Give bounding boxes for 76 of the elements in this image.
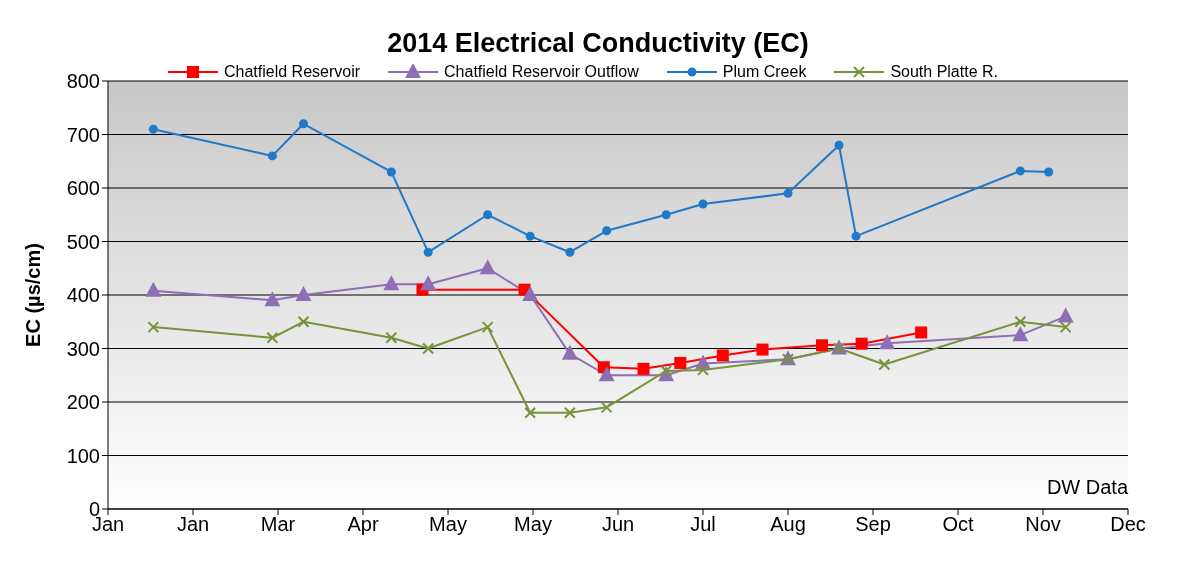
point	[147, 321, 160, 334]
point	[383, 275, 400, 291]
y-tick-label: 600	[66, 177, 100, 200]
point	[563, 406, 576, 419]
point	[697, 363, 709, 376]
x-tick-label: Jan	[176, 513, 210, 536]
point	[716, 349, 729, 362]
x-tick-label: Nov	[1025, 513, 1061, 536]
point	[297, 315, 310, 328]
point	[637, 362, 650, 375]
y-tick-label: 400	[66, 284, 100, 307]
point	[565, 247, 575, 257]
point	[481, 321, 494, 334]
y-tick-label: 800	[66, 70, 100, 93]
y-tick-label: 700	[66, 123, 100, 146]
point	[148, 124, 158, 134]
point	[879, 334, 896, 350]
point	[420, 275, 437, 291]
point	[385, 331, 398, 344]
point	[522, 286, 539, 301]
point	[600, 401, 613, 414]
legend-label: South Platte R.	[889, 63, 998, 81]
point	[1015, 166, 1025, 176]
point	[1014, 315, 1027, 328]
y-tick-label: 100	[66, 444, 100, 467]
x-tick-label: Dec	[1110, 513, 1146, 536]
point	[816, 339, 828, 352]
annotation: DW Data	[1046, 476, 1128, 499]
point	[267, 151, 277, 161]
point	[299, 119, 308, 129]
chart-title: 2014 Electrical Conductivity (EC)	[386, 27, 810, 59]
x-tick-label: Mar	[260, 513, 296, 536]
point	[264, 291, 281, 307]
point	[851, 231, 861, 241]
point	[915, 326, 928, 339]
point	[266, 331, 279, 344]
point	[479, 259, 496, 275]
point	[524, 406, 537, 419]
point	[855, 337, 868, 350]
y-tick-label: 300	[66, 337, 100, 360]
point	[660, 364, 673, 377]
point	[483, 210, 493, 220]
y-tick-label: 500	[66, 230, 100, 253]
point	[1012, 326, 1029, 342]
point	[422, 342, 435, 355]
point	[674, 356, 687, 369]
point	[598, 366, 615, 382]
point	[423, 247, 433, 257]
legend-label: Plum Creek	[721, 63, 807, 81]
point	[561, 344, 578, 360]
point	[783, 188, 793, 198]
point	[525, 231, 535, 241]
point	[878, 358, 891, 371]
point	[295, 286, 312, 301]
x-tick-label: Apr	[347, 513, 379, 536]
x-tick-label: Sep	[855, 513, 891, 536]
x-tick-label: Oct	[942, 513, 974, 536]
point	[834, 140, 844, 150]
point	[1057, 307, 1074, 323]
point	[661, 210, 671, 220]
point	[1044, 167, 1054, 177]
point	[698, 199, 708, 209]
point	[145, 281, 162, 297]
x-tick-label: May	[429, 513, 467, 536]
point	[602, 226, 612, 236]
legend-label: Chatfield Reservoir	[223, 63, 361, 81]
x-tick-label: Aug	[770, 513, 806, 536]
point	[1059, 321, 1072, 334]
legend-label: Chatfield Reservoir Outflow	[443, 63, 639, 81]
x-tick-label: May	[514, 513, 552, 536]
y-tick-label: 200	[66, 391, 100, 414]
x-tick-label: Jul	[690, 513, 716, 536]
y-axis-title: EC (µs/cm)	[22, 243, 45, 347]
point	[756, 343, 769, 356]
point	[386, 167, 396, 177]
x-tick-label: Jun	[601, 513, 635, 536]
